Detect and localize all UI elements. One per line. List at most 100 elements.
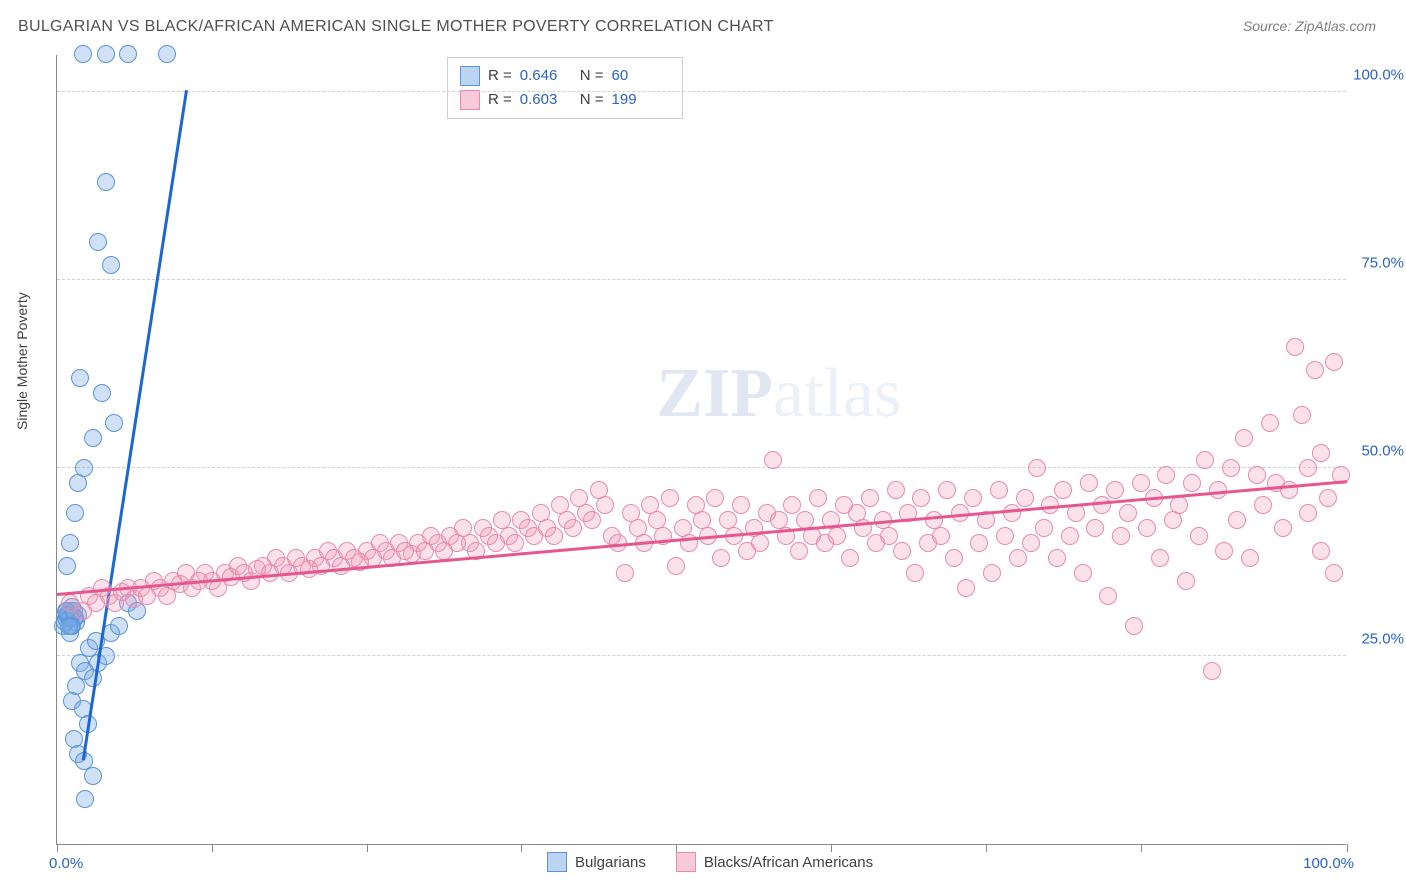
- data-point: [58, 557, 76, 575]
- stats-legend: R = 0.646 N = 60 R = 0.603 N = 199: [447, 57, 683, 119]
- data-point: [1215, 542, 1233, 560]
- trend-line: [57, 480, 1347, 595]
- data-point: [97, 45, 115, 63]
- data-point: [75, 459, 93, 477]
- data-point: [71, 369, 89, 387]
- data-point: [732, 496, 750, 514]
- data-point: [1132, 474, 1150, 492]
- data-point: [861, 489, 879, 507]
- data-point: [1170, 496, 1188, 514]
- data-point: [1177, 572, 1195, 590]
- data-point: [906, 564, 924, 582]
- data-point: [1241, 549, 1259, 567]
- data-point: [764, 451, 782, 469]
- data-point: [1061, 527, 1079, 545]
- data-point: [1080, 474, 1098, 492]
- x-tick: [1347, 844, 1348, 852]
- data-point: [1138, 519, 1156, 537]
- data-point: [983, 564, 1001, 582]
- data-point: [84, 767, 102, 785]
- data-point: [84, 429, 102, 447]
- data-point: [1048, 549, 1066, 567]
- data-point: [1022, 534, 1040, 552]
- data-point: [66, 504, 84, 522]
- data-point: [97, 173, 115, 191]
- x-axis-min-label: 0.0%: [49, 855, 83, 872]
- data-point: [93, 384, 111, 402]
- data-point: [1106, 481, 1124, 499]
- data-point: [783, 496, 801, 514]
- data-point: [1074, 564, 1092, 582]
- data-point: [1119, 504, 1137, 522]
- data-point: [1299, 504, 1317, 522]
- data-point: [938, 481, 956, 499]
- data-point: [893, 542, 911, 560]
- data-point: [89, 233, 107, 251]
- y-tick-label: 100.0%: [1353, 66, 1404, 83]
- gridline: [57, 467, 1346, 468]
- data-point: [945, 549, 963, 567]
- data-point: [583, 511, 601, 529]
- correlation-scatter-chart: BULGARIAN VS BLACK/AFRICAN AMERICAN SING…: [0, 0, 1406, 892]
- data-point: [1312, 542, 1330, 560]
- data-point: [809, 489, 827, 507]
- data-point: [1183, 474, 1201, 492]
- legend-item-bulgarians: Bulgarians: [547, 852, 646, 872]
- data-point: [1054, 481, 1072, 499]
- data-point: [564, 519, 582, 537]
- data-point: [119, 45, 137, 63]
- data-point: [74, 45, 92, 63]
- gridline: [57, 655, 1346, 656]
- x-tick: [57, 844, 58, 852]
- data-point: [1125, 617, 1143, 635]
- data-point: [1312, 444, 1330, 462]
- data-point: [1293, 406, 1311, 424]
- data-point: [1274, 519, 1292, 537]
- data-point: [1203, 662, 1221, 680]
- gridline: [57, 91, 1346, 92]
- stats-row-bulgarians: R = 0.646 N = 60: [460, 64, 664, 88]
- data-point: [712, 549, 730, 567]
- x-tick: [367, 844, 368, 852]
- y-tick-label: 75.0%: [1361, 254, 1404, 271]
- data-point: [706, 489, 724, 507]
- data-point: [1228, 511, 1246, 529]
- data-point: [616, 564, 634, 582]
- data-point: [1086, 519, 1104, 537]
- y-tick-label: 50.0%: [1361, 442, 1404, 459]
- data-point: [957, 579, 975, 597]
- plot-area: ZIPatlas R = 0.646 N = 60 R = 0.603 N = …: [56, 55, 1346, 845]
- data-point: [1196, 451, 1214, 469]
- data-point: [76, 790, 94, 808]
- data-point: [545, 527, 563, 545]
- x-tick: [986, 844, 987, 852]
- data-point: [964, 489, 982, 507]
- x-tick: [1141, 844, 1142, 852]
- data-point: [158, 45, 176, 63]
- data-point: [1235, 429, 1253, 447]
- data-point: [1003, 504, 1021, 522]
- data-point: [61, 534, 79, 552]
- source-attribution: Source: ZipAtlas.com: [1243, 18, 1376, 34]
- y-axis-label: Single Mother Poverty: [14, 292, 30, 430]
- data-point: [667, 557, 685, 575]
- data-point: [1093, 496, 1111, 514]
- data-point: [60, 617, 78, 635]
- swatch-pink-icon: [676, 852, 696, 872]
- data-point: [1112, 527, 1130, 545]
- gridline: [57, 279, 1346, 280]
- data-point: [110, 617, 128, 635]
- data-point: [596, 496, 614, 514]
- swatch-blue-icon: [547, 852, 567, 872]
- data-point: [790, 542, 808, 560]
- data-point: [1157, 466, 1175, 484]
- data-point: [1028, 459, 1046, 477]
- data-point: [1306, 361, 1324, 379]
- y-tick-label: 25.0%: [1361, 630, 1404, 647]
- data-point: [506, 534, 524, 552]
- data-point: [751, 534, 769, 552]
- swatch-pink-icon: [460, 90, 480, 110]
- data-point: [105, 414, 123, 432]
- data-point: [932, 527, 950, 545]
- series-legend: Bulgarians Blacks/African Americans: [547, 852, 873, 872]
